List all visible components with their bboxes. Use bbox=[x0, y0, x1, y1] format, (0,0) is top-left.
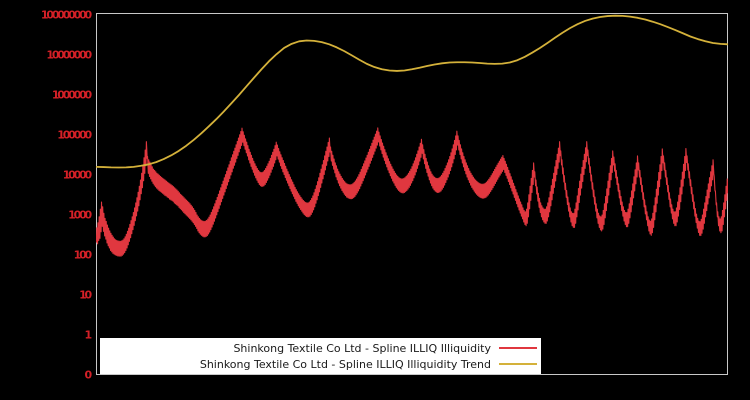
plot-frame bbox=[96, 13, 728, 375]
legend-item-label: Shinkong Textile Co Ltd - Spline ILLIQ I… bbox=[199, 357, 491, 371]
y-axis-tick-10000: 10000 bbox=[62, 168, 93, 182]
series-trend-line bbox=[96, 14, 728, 169]
legend-item[interactable]: Shinkong Textile Co Ltd - Spline ILLIQ I… bbox=[104, 340, 537, 356]
y-axis-tick-10: 10 bbox=[79, 288, 92, 302]
y-axis-tick-1000: 1000 bbox=[68, 208, 92, 222]
y-axis-tick-1: 1 bbox=[84, 328, 93, 342]
y-axis-tick-1000000: 1000000 bbox=[51, 88, 92, 102]
series-trend-path-group bbox=[96, 14, 728, 169]
y-axis-tick-100000: 100000 bbox=[57, 128, 92, 142]
chart-legend: Shinkong Textile Co Ltd - Spline ILLIQ I… bbox=[100, 338, 541, 374]
plot-canvas bbox=[96, 14, 728, 257]
legend-color-swatch bbox=[499, 347, 537, 349]
series-illiq-path-group bbox=[96, 127, 728, 257]
legend-item-label: Shinkong Textile Co Ltd - Spline ILLIQ I… bbox=[233, 341, 491, 355]
series-illiq-line bbox=[96, 127, 728, 257]
legend-color-swatch bbox=[499, 363, 537, 365]
y-axis-tick-0: 0 bbox=[84, 368, 93, 382]
legend-item[interactable]: Shinkong Textile Co Ltd - Spline ILLIQ I… bbox=[104, 356, 537, 372]
y-axis-tick-10000000: 10000000 bbox=[46, 48, 92, 62]
y-axis-tick-100: 100 bbox=[73, 248, 93, 262]
y-axis-tick-labels: 100000000 10000000 1000000 100000 10000 1000 1… bbox=[0, 0, 94, 400]
y-axis-tick-100000000: 100000000 bbox=[40, 8, 92, 22]
